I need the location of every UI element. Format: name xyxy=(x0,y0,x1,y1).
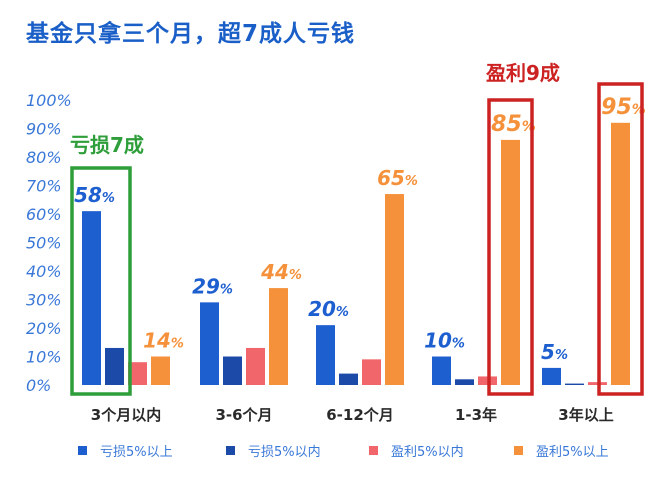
bar-5-series-4 xyxy=(611,122,630,386)
legend-swatch xyxy=(78,446,87,455)
legend-label: 亏损5%以内 xyxy=(248,444,321,460)
y-tick-label: 20% xyxy=(26,319,62,338)
data-label: 14% xyxy=(143,329,184,353)
bar-3-series-2 xyxy=(339,373,358,385)
data-label: 5% xyxy=(541,340,568,364)
y-tick-label: 90% xyxy=(26,120,62,139)
bar-3-series-1 xyxy=(316,325,335,385)
data-label: 58% xyxy=(74,183,115,207)
chart-title: 基金只拿三个月，超7成人亏钱 xyxy=(26,21,356,47)
category-label: 3年以上 xyxy=(558,406,613,424)
bar-2-series-3 xyxy=(246,347,265,385)
bar-5-series-1 xyxy=(542,367,561,385)
y-tick-label: 70% xyxy=(26,177,62,196)
bar-4-series-1 xyxy=(432,356,451,385)
data-label: 44% xyxy=(260,260,302,284)
annotation-box xyxy=(487,98,534,396)
legend-swatch xyxy=(226,446,235,455)
data-label: 95% xyxy=(601,95,646,120)
legend-swatch xyxy=(514,446,523,455)
category-label: 1-3年 xyxy=(455,406,497,424)
bar-4-series-4 xyxy=(501,139,520,385)
bar-2-series-2 xyxy=(223,356,242,385)
annotation-label: 亏损7成 xyxy=(70,133,144,157)
annotation-label: 盈利9成 xyxy=(485,61,560,85)
category-label: 6-12个月 xyxy=(326,406,394,424)
legend-swatch xyxy=(369,446,378,455)
data-label: 65% xyxy=(377,166,418,190)
y-tick-label: 30% xyxy=(26,291,62,310)
bar-4-series-2 xyxy=(455,379,474,385)
data-label: 85% xyxy=(491,112,536,137)
category-label: 3-6个月 xyxy=(215,406,272,424)
bar-3-series-3 xyxy=(362,359,381,385)
y-tick-label: 100% xyxy=(26,91,72,110)
legend-label: 亏损5%以上 xyxy=(100,445,173,460)
data-label: 20% xyxy=(308,297,349,321)
y-tick-label: 60% xyxy=(26,205,62,224)
bar-1-series-3 xyxy=(128,362,147,385)
bar-5-series-2 xyxy=(565,383,584,385)
annotation-box xyxy=(70,166,132,396)
bar-3-series-4 xyxy=(385,194,404,385)
legend-label: 盈利5%以内 xyxy=(391,444,464,460)
bar-1-series-1 xyxy=(82,211,101,385)
data-label: 29% xyxy=(192,274,233,298)
legend-label: 盈利5%以上 xyxy=(536,445,609,460)
y-tick-label: 10% xyxy=(26,348,62,367)
y-tick-label: 0% xyxy=(26,376,51,395)
y-tick-label: 50% xyxy=(26,234,62,253)
bar-2-series-4 xyxy=(269,288,288,385)
y-tick-label: 80% xyxy=(26,148,62,167)
bar-1-series-2 xyxy=(105,347,124,385)
y-tick-label: 40% xyxy=(26,262,62,281)
category-label: 3个月以内 xyxy=(91,406,161,424)
bar-1-series-4 xyxy=(151,356,170,385)
data-label: 10% xyxy=(424,329,465,353)
annotation-box xyxy=(597,82,644,396)
bar-2-series-1 xyxy=(200,302,219,385)
